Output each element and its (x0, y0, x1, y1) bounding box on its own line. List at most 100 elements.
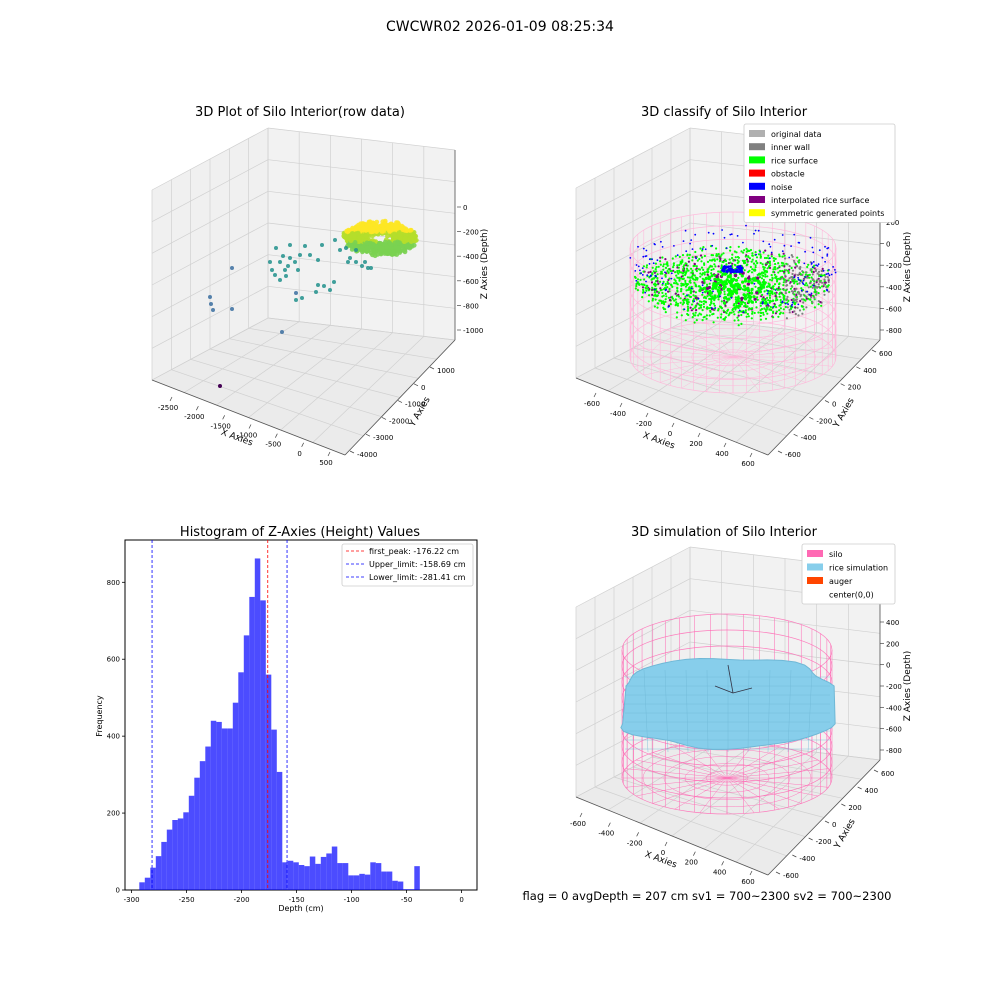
histogram-x-tick-label: 0 (459, 896, 463, 904)
classify-point (788, 311, 791, 314)
classify-point (786, 298, 789, 301)
raw-data-point (385, 225, 391, 231)
classify-point (662, 265, 665, 268)
raw-data-point (294, 291, 298, 295)
classify-point (826, 276, 830, 279)
classify-point (733, 319, 736, 322)
classify-point (706, 273, 709, 276)
classify-point (726, 275, 730, 279)
histogram-bar (414, 866, 420, 890)
classify-point (682, 269, 685, 272)
raw-data-point (268, 260, 272, 264)
classify-noise-point (722, 265, 726, 269)
raw-data-point (348, 238, 354, 244)
classify-point (773, 259, 776, 262)
classify-point (732, 304, 735, 307)
classify-point (705, 307, 708, 310)
classify-point (679, 297, 682, 300)
classify-point (765, 306, 769, 309)
raw-data-point (374, 244, 380, 250)
simulation-y-tick-label: 0 (832, 821, 836, 829)
classify-point (645, 264, 649, 267)
raw-data-point (273, 273, 277, 277)
classify-point (737, 260, 740, 263)
classify-point (684, 319, 687, 322)
classify-point (799, 267, 802, 270)
simulation-y-tick-label: 400 (865, 787, 878, 795)
classify-point (682, 268, 685, 271)
classify-point (734, 278, 739, 282)
classify-silo-spoke (732, 356, 785, 389)
classify-point (684, 279, 687, 283)
classify-point (702, 296, 706, 299)
classify-point (642, 270, 645, 273)
classify-noise-point (645, 280, 647, 283)
simulation-silo-spoke (699, 777, 728, 813)
classify-noise-point (655, 275, 657, 278)
classify-point (809, 280, 812, 283)
histogram-bar (139, 882, 145, 890)
classify-noise-point (738, 309, 741, 312)
classify-point (800, 287, 803, 290)
classify-point (767, 254, 770, 257)
classify-point (764, 273, 767, 276)
classify-z-tick-label: 200 (886, 219, 899, 227)
classify-point (706, 283, 709, 286)
classify-point (694, 283, 697, 286)
classify-point (689, 279, 692, 282)
simulation-silo-spoke (726, 746, 780, 779)
classify-point (783, 265, 786, 268)
classify-point (691, 269, 694, 272)
raw-x-tick (222, 415, 225, 420)
classify-point (664, 308, 667, 311)
classify-point (806, 276, 809, 279)
classify-point (756, 298, 759, 301)
panel-raw-3d: 3D Plot of Silo Interior(row data) -2500… (151, 105, 490, 467)
classify-point (676, 304, 680, 307)
classify-point (763, 290, 766, 293)
classify-point (713, 285, 717, 289)
classify-point (734, 274, 738, 278)
classify-point (739, 305, 742, 308)
classify-point (815, 281, 818, 284)
classify-point (643, 283, 646, 287)
simulation-silo-spoke (636, 777, 728, 797)
classify-point (778, 312, 782, 315)
classify-point (719, 280, 723, 284)
classify-point (725, 278, 729, 282)
classify-point (745, 315, 748, 318)
classify-noise-point (762, 240, 765, 243)
classify-point (633, 275, 637, 278)
classify-point (692, 307, 695, 310)
classify-point (782, 270, 786, 273)
classify-noise-point (645, 249, 648, 252)
classify-point (819, 301, 822, 304)
classify-silo-spoke (643, 356, 734, 376)
classify-point (771, 291, 774, 294)
histogram-bar (337, 863, 343, 890)
classify-y-tick-label: -600 (785, 451, 801, 459)
classify-silo-ring (712, 349, 754, 365)
classify-y-tick (809, 417, 814, 420)
classify-point (775, 306, 778, 309)
classify-point (817, 283, 820, 286)
classify-point (731, 308, 734, 312)
classify-point (723, 290, 726, 293)
simulation-y-tick-label: -600 (783, 872, 799, 880)
raw-data-point (344, 235, 350, 241)
classify-point (662, 280, 665, 283)
histogram-bar (221, 728, 228, 890)
classify-noise-point (690, 287, 693, 290)
classify-point (661, 256, 664, 259)
classify-point (706, 260, 710, 263)
raw-y-tick (349, 450, 355, 454)
histogram-bar (381, 871, 387, 890)
panel-histogram: Histogram of Z-Axies (Height) Values -30… (95, 525, 478, 913)
classify-grid-line (575, 127, 691, 189)
classify-point (763, 299, 766, 302)
classify-point (773, 257, 776, 260)
histogram-x-tick-label: -150 (289, 896, 305, 904)
classify-point (756, 276, 760, 280)
classify-point (743, 249, 746, 252)
classify-legend-frame (743, 123, 896, 223)
